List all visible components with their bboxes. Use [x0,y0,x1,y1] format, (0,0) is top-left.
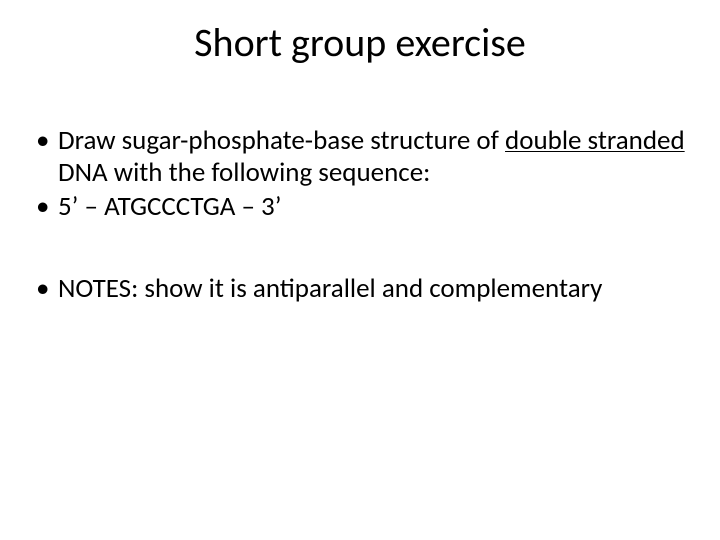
slide: { "title": { "text": "Short group exerci… [0,18,720,540]
bullet-item: Draw sugar-phosphate-base structure of d… [36,125,696,189]
bullet-item: 5’ – ATGCCCTGA – 3’ [36,191,696,223]
slide-body-list: Draw sugar-phosphate-base structure of d… [0,125,720,304]
text-segment: 5’ – ATGCCCTGA – 3’ [58,190,281,223]
text-segment: Draw sugar-phosphate-base structure of [58,124,505,157]
bullet-item: NOTES: show it is antiparallel and compl… [36,273,696,305]
list-spacer [36,225,696,273]
text-segment: NOTES: show it is antiparallel and compl… [58,272,602,305]
text-segment: double stranded [505,124,685,157]
slide-title: Short group exercise [0,18,720,67]
text-segment: DNA with the following sequence: [58,156,430,189]
